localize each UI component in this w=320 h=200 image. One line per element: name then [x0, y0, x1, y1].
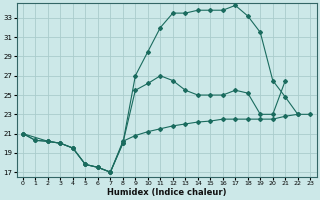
X-axis label: Humidex (Indice chaleur): Humidex (Indice chaleur): [107, 188, 226, 197]
